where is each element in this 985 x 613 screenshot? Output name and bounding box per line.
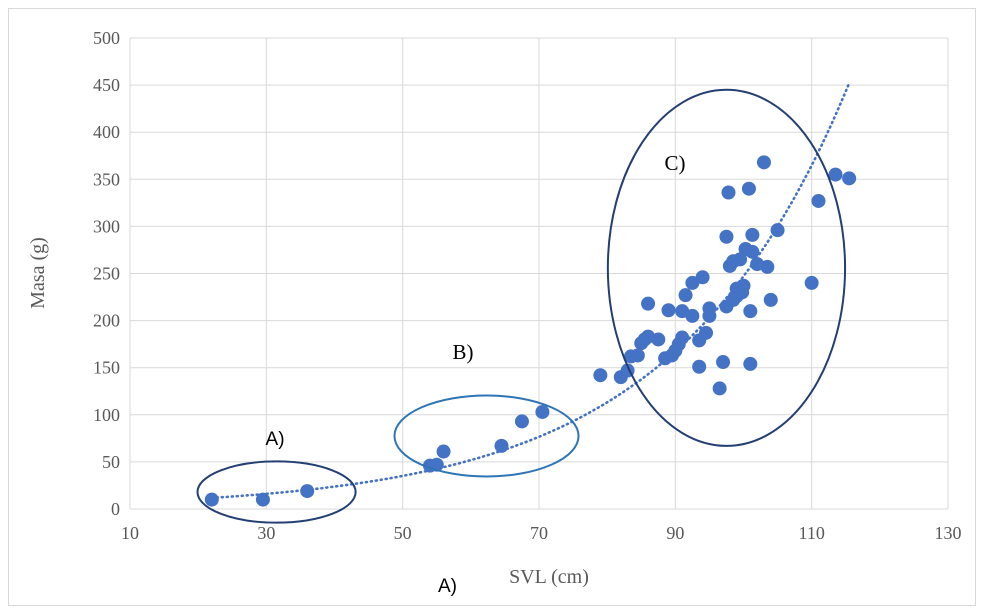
data-point — [736, 278, 751, 293]
data-point — [255, 492, 270, 507]
y-tick-label: 50 — [102, 452, 120, 472]
data-point — [300, 484, 315, 499]
trendline — [210, 81, 851, 500]
data-point — [675, 330, 690, 345]
data-point — [494, 438, 509, 453]
data-point — [593, 368, 608, 383]
y-tick-label: 200 — [93, 311, 120, 331]
data-point — [756, 155, 771, 170]
y-tick-label: 100 — [93, 405, 120, 425]
data-point — [641, 296, 656, 311]
data-point — [745, 244, 760, 259]
data-point — [804, 275, 819, 290]
data-point — [678, 288, 693, 303]
data-point — [828, 167, 843, 182]
data-point — [514, 414, 529, 429]
data-point — [651, 332, 666, 347]
group-ellipse — [606, 88, 847, 447]
data-point — [695, 270, 710, 285]
group-ellipse — [393, 394, 580, 478]
data-point — [763, 292, 778, 307]
data-point — [702, 308, 717, 323]
trendline-path — [210, 81, 851, 500]
gridlines — [129, 37, 949, 510]
data-point — [743, 304, 758, 319]
data-point — [692, 359, 707, 374]
data-point — [842, 171, 857, 186]
x-tick-label: 30 — [257, 523, 275, 543]
x-tick-label: 70 — [530, 523, 548, 543]
x-tick-label: 10 — [121, 523, 139, 543]
data-point — [716, 355, 731, 370]
x-axis-title: SVL (cm) — [509, 566, 589, 588]
y-axis-title: Masa (g) — [27, 237, 49, 309]
data-point — [741, 181, 756, 196]
y-tick-label: 350 — [93, 169, 120, 189]
data-point — [760, 259, 775, 274]
data-point — [661, 303, 676, 318]
y-tick-label: 500 — [93, 28, 120, 48]
data-point — [699, 325, 714, 340]
x-tick-label: 50 — [394, 523, 412, 543]
data-point — [745, 227, 760, 242]
bottom-annotation-label: A) — [438, 576, 457, 597]
data-point — [436, 444, 451, 459]
group-label: C) — [664, 151, 685, 175]
y-tick-label: 300 — [93, 216, 120, 236]
group-ellipse — [196, 460, 357, 524]
y-tick-label: 450 — [93, 75, 120, 95]
data-points — [204, 155, 857, 507]
data-point — [733, 252, 748, 267]
y-tick-label: 0 — [111, 499, 120, 519]
x-tick-label: 90 — [666, 523, 684, 543]
data-point — [770, 223, 785, 238]
data-point — [630, 348, 645, 363]
data-point — [743, 356, 758, 371]
group-ellipses: A) B) C) — [196, 88, 847, 524]
x-tick-label: 130 — [935, 523, 962, 543]
tick-labels: 0 50 100 150 200 250 300 350 400 450 500 10 30 50 70 90… — [93, 28, 962, 543]
data-point — [685, 308, 700, 323]
y-tick-label: 400 — [93, 122, 120, 142]
chart-frame — [8, 8, 976, 606]
x-tick-label: 110 — [798, 523, 824, 543]
data-point — [811, 193, 826, 208]
data-point — [535, 404, 550, 419]
data-point — [685, 275, 700, 290]
group-label: A) — [266, 429, 285, 450]
data-point — [721, 185, 736, 200]
y-tick-label: 250 — [93, 264, 120, 284]
data-point — [204, 492, 219, 507]
group-label: B) — [453, 340, 474, 364]
data-point — [719, 229, 734, 244]
y-tick-label: 150 — [93, 358, 120, 378]
data-point — [712, 381, 727, 396]
